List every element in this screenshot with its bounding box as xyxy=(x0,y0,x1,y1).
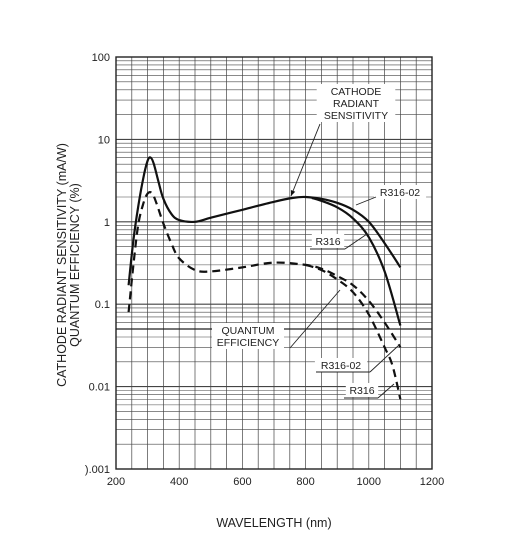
x-tick-label: 800 xyxy=(296,476,314,488)
quantum-efficiency-label-bg xyxy=(212,323,284,349)
r316-sensitivity-leader xyxy=(344,233,368,250)
y-tick-label: ).001 xyxy=(85,464,110,476)
y-tick-label: 10 xyxy=(98,134,110,146)
cathode-radiant-sensitivity-label-text: CATHODE xyxy=(331,86,382,98)
r316-sensitivity-label-text: R316 xyxy=(315,236,340,248)
r316-02-quantum-label: R316-02 xyxy=(314,358,368,372)
x-tick-label: 200 xyxy=(107,476,125,488)
cathode-radiant-sensitivity-label-bg xyxy=(316,84,396,122)
r316-02-sensitivity-leader xyxy=(355,196,377,206)
x-tick-labels: 200 400 600 800 1000 1200 xyxy=(107,476,444,488)
x-axis-label: WAVELENGTH (nm) xyxy=(216,516,331,530)
y-axis-label-radiant: CATHODE RADIANT SENSITIVITY (mA/W) xyxy=(55,143,69,387)
quantum-efficiency-label-text: EFFICIENCY xyxy=(217,337,279,349)
r316-02-quantum-label-text: R316-02 xyxy=(321,360,361,372)
cathode-leader xyxy=(290,123,321,197)
grid xyxy=(116,57,432,469)
x-tick-label: 1000 xyxy=(357,476,381,488)
series-group xyxy=(127,156,402,400)
x-tick-label: 1200 xyxy=(420,476,444,488)
r316-quantum-label-bg xyxy=(345,383,379,397)
x-tick-label: 400 xyxy=(170,476,188,488)
cathode-radiant-sensitivity-label-text: RADIANT xyxy=(333,98,380,110)
quantum-leader xyxy=(289,289,341,349)
plot-frame xyxy=(115,56,433,470)
r316-02-sensitivity-label: R316-02 xyxy=(373,185,427,199)
r316-quantum-leader xyxy=(377,383,395,399)
x-tick-label: 600 xyxy=(233,476,251,488)
y-tick-label: 0.1 xyxy=(95,299,110,311)
y-tick-label: 1 xyxy=(104,217,110,229)
r316-02-sensitivity-label-bg xyxy=(373,185,427,199)
cathode-leader-arrowhead xyxy=(290,190,296,196)
y-axis-label-quantum: QUANTUM EFFICIENCY (%) xyxy=(68,183,82,347)
y-tick-label: 100 xyxy=(92,52,110,64)
r316-02-sensitivity-label-text: R316-02 xyxy=(380,187,420,199)
radiant-sensitivity-r316-02-line xyxy=(127,156,402,286)
r316-sensitivity-label-bg xyxy=(311,234,345,248)
quantum-efficiency-label-text: QUANTUM xyxy=(221,325,274,337)
y-tick-labels: ).001 0.01 0.1 1 10 100 xyxy=(85,52,110,476)
r316-02-quantum-leader xyxy=(369,345,399,373)
cathode-radiant-sensitivity-label-text: SENSITIVITY xyxy=(324,110,388,122)
r316-quantum-label-text: R316 xyxy=(349,385,374,397)
radiant-sensitivity-r316-line xyxy=(311,196,402,326)
quantum-efficiency-r316-line xyxy=(305,263,402,400)
r316-quantum-label: R316 xyxy=(345,383,379,397)
y-tick-label: 0.01 xyxy=(89,382,110,394)
r316-02-quantum-label-bg xyxy=(314,358,368,372)
r316-sensitivity-label: R316 xyxy=(311,234,345,248)
